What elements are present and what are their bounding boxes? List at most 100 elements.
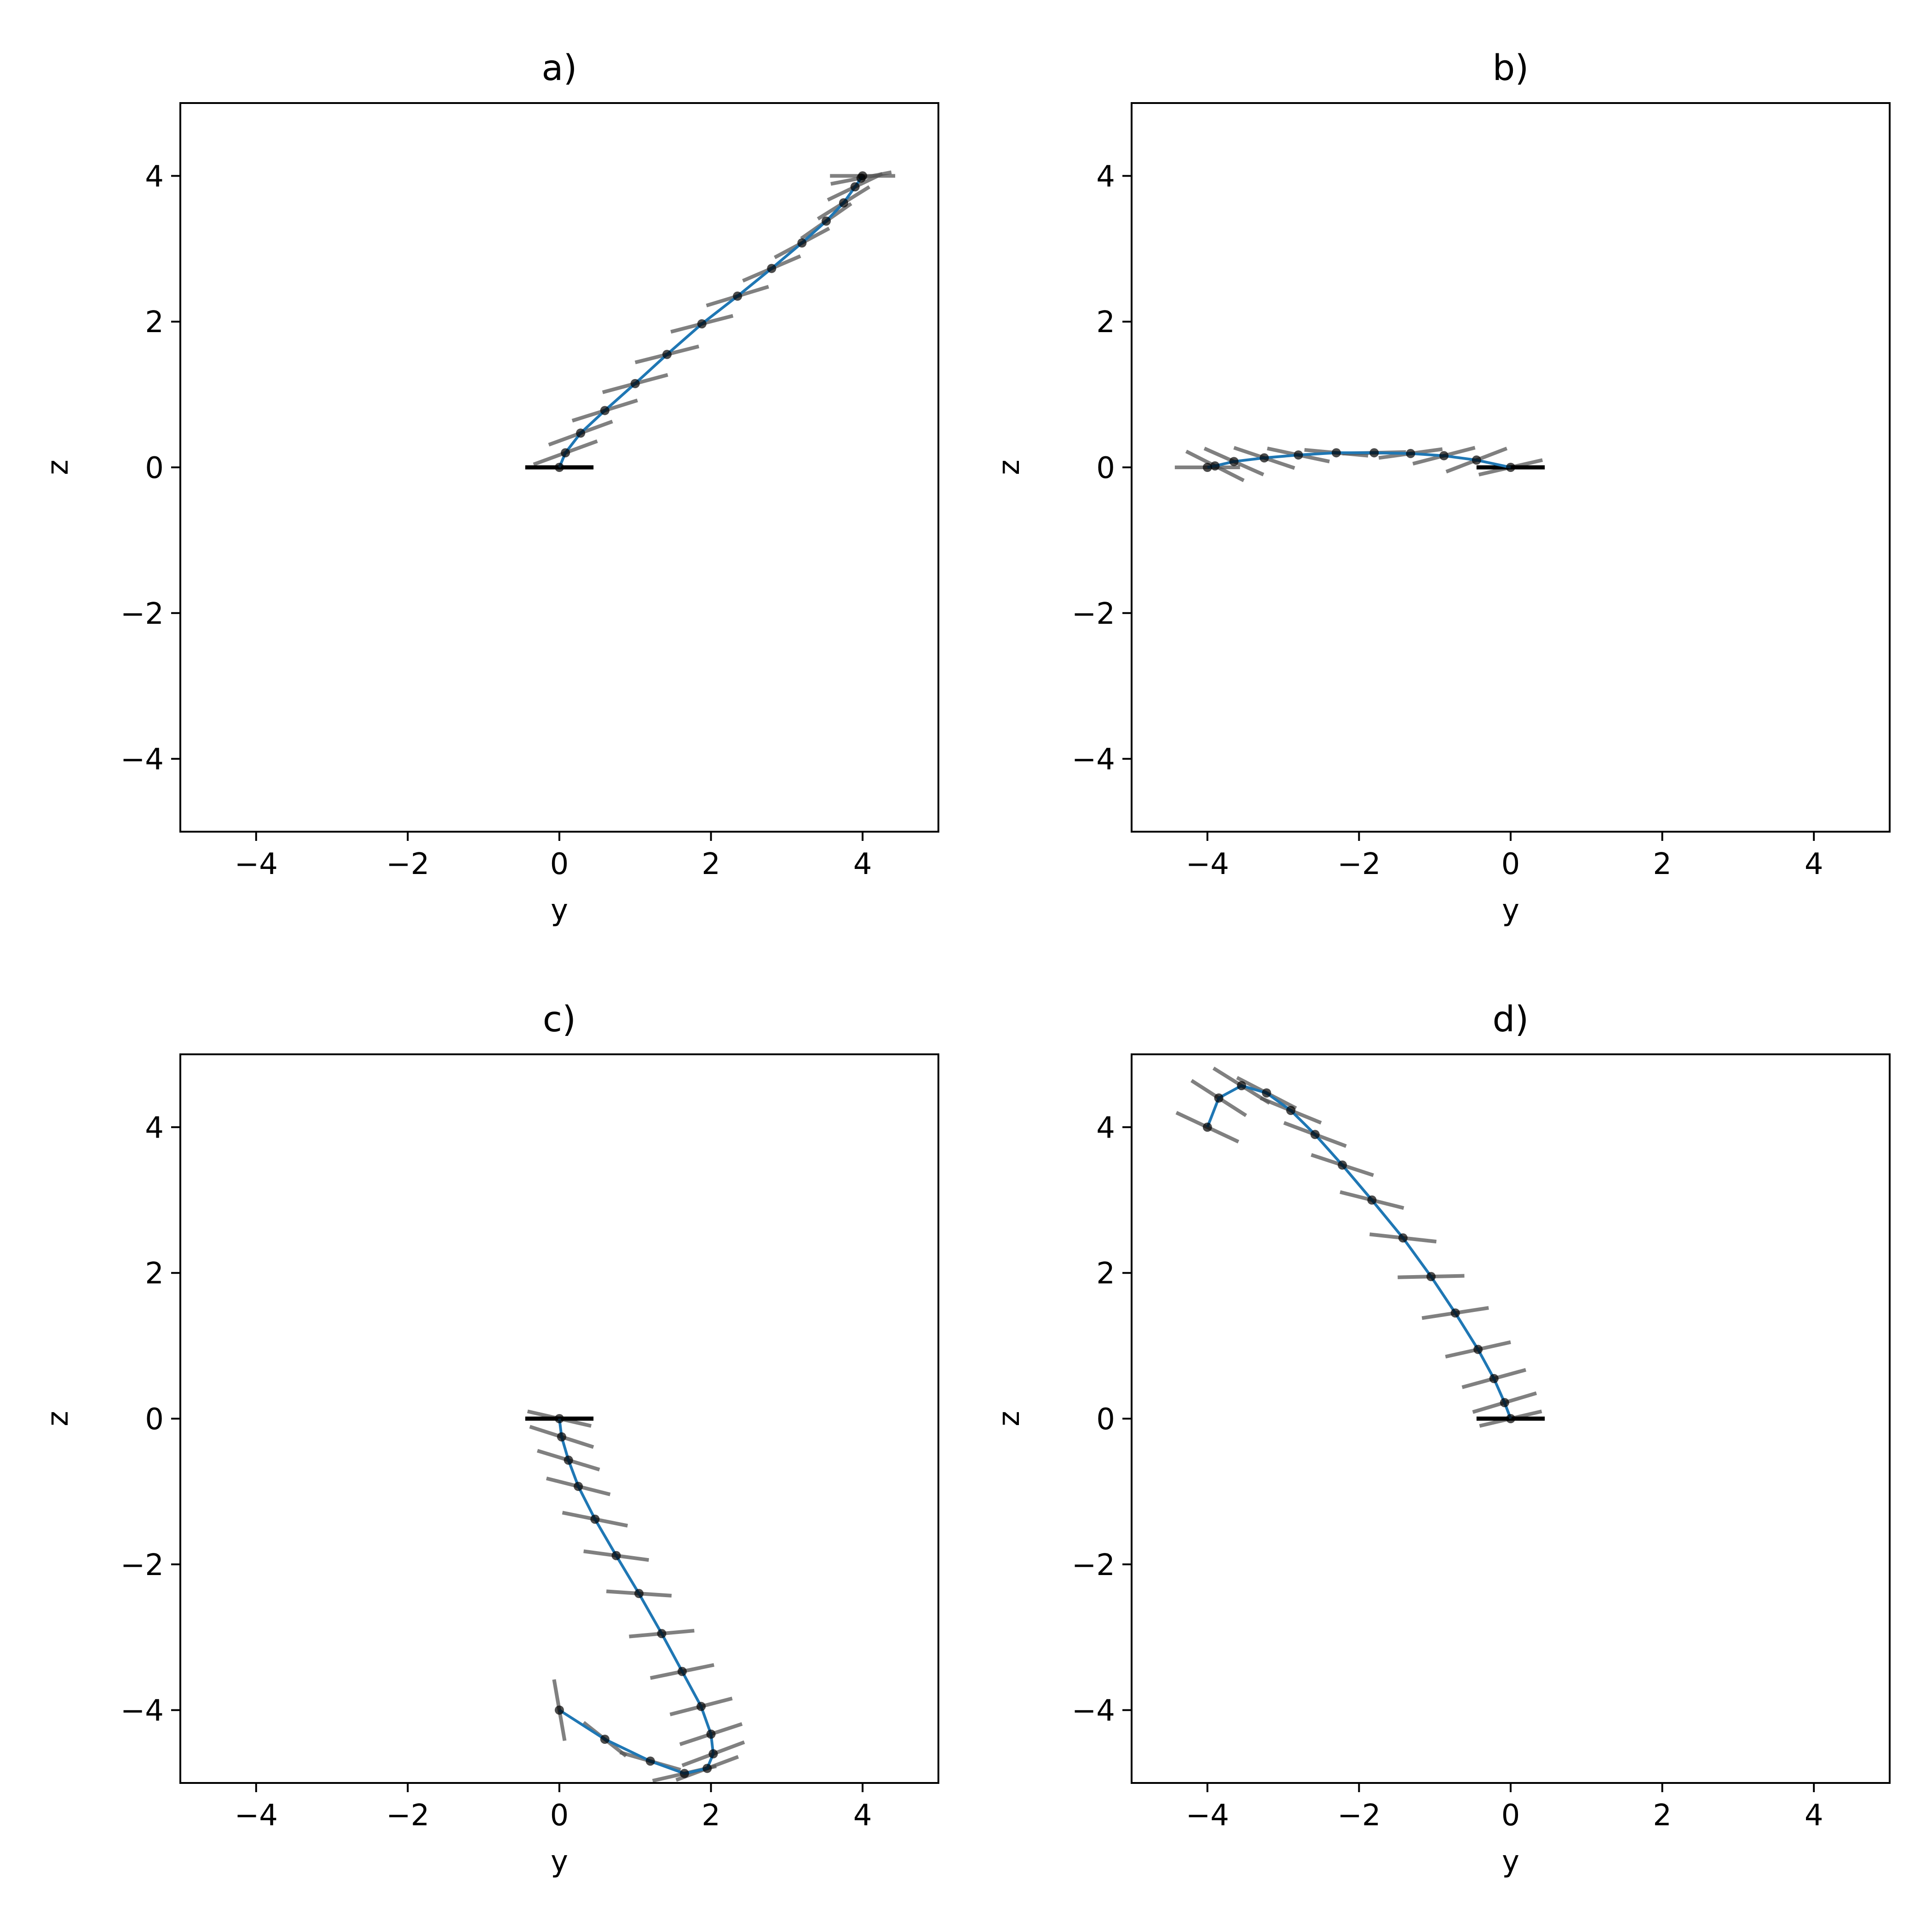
panel-c-point-7: [657, 1629, 667, 1639]
panel-c-ytick-label-2: 0: [145, 1403, 164, 1437]
panel-a-xtick-label-1: −2: [386, 847, 429, 881]
panel-d-point-2: [1489, 1374, 1499, 1383]
panel-d-xtick-label-0: −4: [1186, 1799, 1229, 1833]
panel-d-point-9: [1310, 1130, 1320, 1139]
panel-d-xtick-label-2: 0: [1501, 1799, 1520, 1833]
panel-b-xtick-label-3: 2: [1653, 847, 1672, 881]
panel-b-xlabel: y: [1502, 893, 1519, 927]
panel-a-ytick-label-0: −4: [121, 743, 164, 777]
panel-d-plot-content: [1175, 1066, 1545, 1428]
panel-b-ytick-label-1: −2: [1072, 597, 1115, 631]
panel-a: −4 −4 −2 −2 0 0 2 2 4 4 y z a): [41, 48, 939, 927]
panel-a-xtick-label-2: 0: [550, 847, 569, 881]
panel-a-point-9: [797, 238, 807, 248]
panel-c-point-14: [645, 1756, 655, 1766]
panel-d-ytick-label-4: 4: [1096, 1111, 1115, 1145]
panel-c-title: c): [543, 999, 576, 1040]
panel-c-ytick-label-4: 4: [145, 1111, 164, 1145]
panel-a-plot-content: [525, 170, 896, 472]
panel-c-xtick-label-4: 4: [853, 1799, 872, 1833]
panel-b-point-7: [1259, 453, 1269, 463]
panel-a-xtick-label-4: 4: [853, 847, 872, 881]
panel-d-point-5: [1426, 1272, 1436, 1282]
panel-a-point-8: [767, 264, 776, 273]
panel-b-point-6: [1294, 450, 1303, 460]
panel-b-point-4: [1369, 448, 1379, 458]
panel-c-point-12: [702, 1764, 712, 1773]
panel-c-point-4: [590, 1514, 600, 1524]
panel-d-point-14: [1202, 1122, 1212, 1132]
panel-c-point-15: [600, 1734, 610, 1744]
panel-b-ytick-label-2: 0: [1096, 451, 1115, 485]
panel-d-point-10: [1286, 1105, 1296, 1115]
panel-b-xtick-label-2: 0: [1501, 847, 1520, 881]
panel-c-point-16: [555, 1705, 564, 1715]
panel-d-point-0: [1506, 1414, 1515, 1423]
panel-c-xtick-label-2: 0: [550, 1799, 569, 1833]
panel-a-point-11: [839, 198, 848, 208]
panel-d-point-6: [1398, 1233, 1408, 1243]
panel-a-ytick-label-3: 2: [145, 305, 164, 339]
panel-b-point-9: [1210, 461, 1220, 471]
panel-c-point-10: [706, 1729, 716, 1739]
panel-a-point-10: [822, 216, 831, 226]
panel-c-point-11: [708, 1749, 718, 1759]
panel-a-xlabel: y: [551, 893, 568, 927]
panel-c-point-8: [677, 1667, 687, 1676]
panel-d-point-7: [1367, 1195, 1377, 1205]
panel-b-xtick-label-0: −4: [1186, 847, 1229, 881]
panel-b-point-1: [1472, 455, 1481, 465]
panel-a-point-5: [662, 350, 672, 359]
panel-a-point-14: [858, 171, 868, 181]
panel-c-ytick-label-3: 2: [145, 1257, 164, 1291]
panel-d-xtick-label-3: 2: [1653, 1799, 1672, 1833]
panel-d-point-12: [1236, 1081, 1246, 1091]
panel-d-point-1: [1500, 1398, 1509, 1408]
panel-d-ytick-label-3: 2: [1096, 1257, 1115, 1291]
panel-b-ytick-label-0: −4: [1072, 743, 1115, 777]
panel-a-point-7: [733, 291, 742, 301]
panel-d-point-8: [1338, 1160, 1347, 1170]
panel-d-point-3: [1473, 1345, 1483, 1354]
panel-b-point-8: [1229, 457, 1239, 466]
panel-c: −4 −4 −2 −2 0 0 2 2 4 4 y z c): [41, 999, 939, 1879]
panel-a-point-2: [576, 428, 586, 438]
panel-a-title: a): [541, 48, 577, 89]
panel-b-title: b): [1493, 48, 1529, 89]
panel-c-point-0: [555, 1414, 564, 1423]
panel-b-point-3: [1406, 448, 1415, 458]
panel-d-title: d): [1493, 999, 1529, 1040]
panel-d-ytick-label-1: −2: [1072, 1548, 1115, 1582]
panel-c-ytick-label-0: −4: [121, 1694, 164, 1728]
panel-c-point-5: [611, 1551, 621, 1560]
panel-b-ylabel: z: [992, 460, 1026, 475]
panel-a-point-4: [630, 379, 640, 388]
panel-a-xtick-label-3: 2: [702, 847, 720, 881]
panel-b-plot-content: [1174, 446, 1545, 483]
panel-a-point-12: [850, 182, 860, 192]
panel-a-point-6: [697, 319, 707, 328]
panel-d-ylabel: z: [992, 1411, 1026, 1426]
panel-d: −4 −4 −2 −2 0 0 2 2 4 4 y z d): [992, 999, 1891, 1879]
panel-b-xtick-label-4: 4: [1805, 847, 1823, 881]
panel-d-point-11: [1262, 1088, 1271, 1098]
panel-d-point-4: [1450, 1308, 1460, 1318]
panel-c-point-6: [634, 1589, 644, 1598]
panel-c-xtick-label-0: −4: [235, 1799, 278, 1833]
panel-b-ytick-label-4: 4: [1096, 160, 1115, 194]
panel-a-point-0: [555, 463, 564, 472]
panel-a-ytick-label-1: −2: [121, 597, 164, 631]
panel-d-xtick-label-4: 4: [1805, 1799, 1823, 1833]
panel-b-point-5: [1331, 448, 1341, 458]
panel-c-point-1: [557, 1432, 566, 1442]
panel-c-point-9: [696, 1702, 706, 1711]
panel-d-point-13: [1214, 1093, 1224, 1103]
panel-c-point-3: [574, 1482, 583, 1491]
panel-c-point-2: [564, 1455, 573, 1465]
panel-d-xtick-label-1: −2: [1337, 1799, 1380, 1833]
panel-c-point-13: [679, 1769, 689, 1778]
panel-a-ytick-label-2: 0: [145, 451, 164, 485]
panel-c-plot-content: [525, 1409, 745, 1783]
panel-d-xlabel: y: [1502, 1845, 1519, 1879]
panel-b-point-2: [1439, 451, 1449, 460]
